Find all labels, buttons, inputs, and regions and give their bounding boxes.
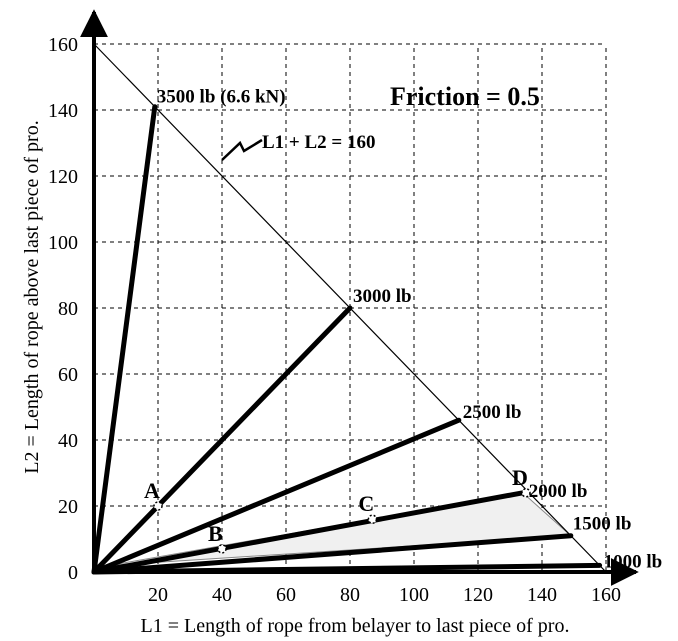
- series-label: 1500 lb: [573, 514, 632, 535]
- series-labels: 3500 lb (6.6 kN) 3000 lb 2500 lb 2000 lb 150…: [157, 87, 662, 573]
- marker-label: A: [144, 478, 160, 503]
- y-tick-label: 80: [58, 298, 78, 320]
- series-line: [91, 104, 158, 575]
- marker-label: D: [512, 465, 528, 490]
- marker-point: [521, 488, 531, 498]
- x-tick-label: 80: [340, 584, 360, 606]
- x-tick-label: 140: [527, 584, 557, 606]
- x-axis-label: L1 = Length of rope from belayer to last…: [141, 615, 570, 637]
- y-tick-label: 40: [58, 430, 78, 452]
- marker-point: [217, 544, 227, 554]
- y-tick-label: 160: [48, 34, 78, 56]
- boundary-pointer: [221, 138, 263, 161]
- series-label: 3500 lb (6.6 kN): [157, 87, 286, 108]
- point-markers: A B C D: [144, 465, 531, 554]
- tick-labels: 20 40 60 80 100 120 140 160 0 20 40 60 80 100 120 140 16…: [48, 34, 621, 606]
- x-tick-label: 40: [212, 584, 232, 606]
- series-label: 1000 lb: [604, 551, 663, 572]
- y-tick-label: 20: [58, 496, 78, 518]
- y-tick-label: 140: [48, 100, 78, 122]
- series-label: 2000 lb: [529, 481, 588, 502]
- y-tick-label: 60: [58, 364, 78, 386]
- x-tick-label: 60: [276, 584, 296, 606]
- boundary-label: L1 + L2 = 160: [262, 132, 376, 153]
- x-tick-label: 20: [148, 584, 168, 606]
- series-line: [91, 305, 353, 575]
- series-line: [91, 533, 574, 575]
- marker-point: [367, 514, 378, 524]
- boundary-arrow-icon: [221, 138, 263, 161]
- chart-title: Friction = 0.5: [390, 82, 540, 111]
- marker-label: B: [208, 521, 223, 546]
- y-tick-label: 0: [68, 562, 78, 584]
- marker-label: C: [358, 491, 374, 516]
- series-label: 3000 lb: [353, 286, 412, 307]
- y-tick-label: 120: [48, 166, 78, 188]
- x-tick-label: 160: [591, 584, 621, 606]
- x-tick-label: 100: [399, 584, 429, 606]
- series-line: [91, 490, 526, 575]
- marker-point: [153, 501, 163, 511]
- x-tick-label: 120: [463, 584, 493, 606]
- series-label: 2500 lb: [463, 402, 522, 423]
- y-tick-label: 100: [48, 232, 78, 254]
- series-line: [91, 417, 462, 575]
- y-axis-label: L2 = Length of rope above last piece of …: [21, 120, 43, 473]
- axes: [80, 9, 639, 586]
